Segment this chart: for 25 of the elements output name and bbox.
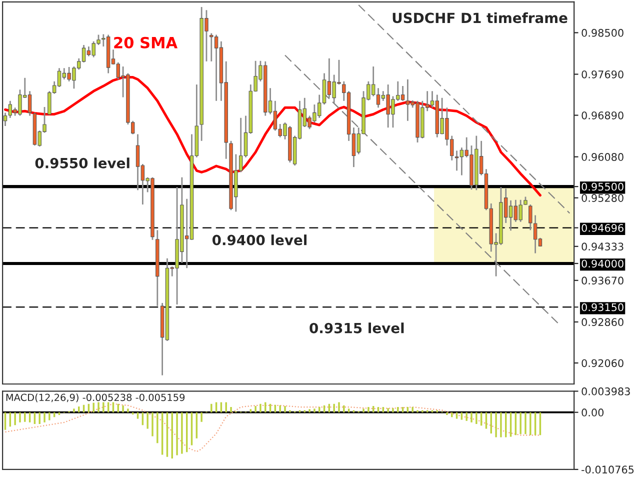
y-tick-label: 0.96080 [582, 153, 624, 161]
candlestick [3, 112, 8, 127]
line-series [4, 76, 542, 197]
y-tick-label: 0.94000 [582, 260, 624, 268]
y-tick-label: 0.95280 [582, 194, 624, 202]
chart-title: MACD(12,26,9) -0.005238 -0.005159 [6, 394, 185, 402]
y-tick-label: 0.97690 [582, 70, 624, 78]
ref-line-label: 0.9315 level [310, 322, 404, 334]
ref-line-label: 0.9550 level [35, 158, 130, 168]
y-tick-label: 0.94696 [582, 224, 624, 232]
series-label: 20 SMA [114, 36, 178, 48]
y-tick-label: 0.00 [582, 408, 604, 416]
y-tick-label: 0.96890 [582, 111, 624, 120]
y-tick-label: 0.98500 [582, 28, 624, 37]
y-tick-label: 0.94333 [582, 242, 624, 251]
y-tick-label: 0.92860 [582, 318, 624, 326]
y-tick-label: 0.93150 [582, 303, 624, 312]
y-tick-label: 0.003983 [582, 387, 630, 396]
y-tick-label: 0.95500 [582, 182, 624, 191]
y-tick-label: 0.92060 [582, 359, 624, 368]
ref-line-label: 0.9400 level [212, 234, 306, 246]
y-tick-label: 0.93670 [582, 276, 624, 285]
y-tick-label: -0.010765 [582, 466, 634, 474]
text: USDCHF D1 timeframe [392, 12, 568, 24]
line-series [4, 403, 541, 452]
